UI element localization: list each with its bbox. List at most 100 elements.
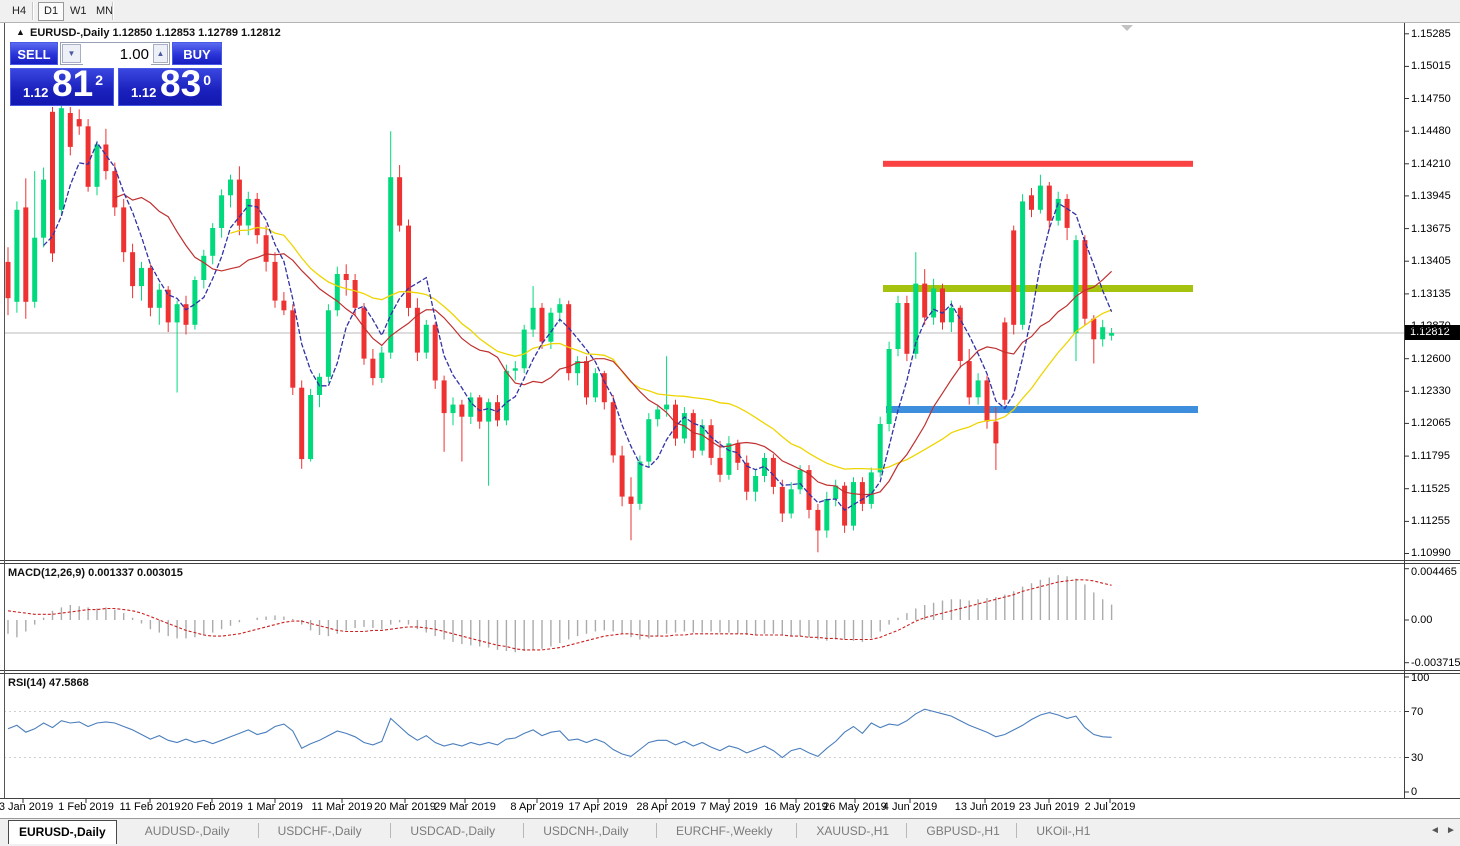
time-axis-label: 7 May 2019 (700, 801, 758, 813)
rsi-axis-label: 100 (1411, 672, 1430, 684)
price-axis-label: 1.12065 (1411, 417, 1451, 430)
time-axis-label: 28 Apr 2019 (636, 801, 696, 813)
price-axis-label: 1.14480 (1411, 125, 1451, 138)
trade-panel-collapse-icon[interactable]: ▲ (16, 27, 25, 37)
tab-scroll-right-icon[interactable]: ► (1446, 825, 1456, 836)
tab-usdcnh-daily[interactable]: USDCNH-,Daily (543, 824, 629, 838)
tab-scroll-left-icon[interactable]: ◄ (1430, 825, 1440, 836)
buy-price-button[interactable]: 1.12 83 0 (118, 63, 222, 106)
price-axis-label: 1.13405 (1411, 255, 1451, 268)
candles (5, 104, 1115, 553)
rsi-axis-label: 30 (1411, 751, 1424, 764)
buy-button[interactable]: BUY (172, 42, 222, 65)
price-axis-label: 1.15285 (1411, 27, 1451, 40)
tab-usdcad-daily[interactable]: USDCAD-,Daily (410, 824, 496, 838)
tab-separator (906, 823, 908, 838)
time-axis-label: 11 Feb 2019 (119, 801, 181, 813)
macd-axis-label: -0.003715 (1411, 656, 1460, 669)
buy-price-prefix: 1.12 (131, 85, 157, 100)
tab-usdchf-daily[interactable]: USDCHF-,Daily (277, 824, 362, 838)
tab-separator (656, 823, 657, 838)
resistance-ray (883, 160, 1193, 167)
time-axis-label: 13 Jun 2019 (954, 801, 1016, 813)
tab-separator (257, 823, 259, 838)
scroll-to-end-icon (1121, 25, 1133, 31)
tab-eurchf-weekly[interactable]: EURCHF-,Weekly (676, 824, 773, 838)
volume-stepper: ▼ ▲ (60, 42, 170, 65)
time-axis-label: 1 Mar 2019 (247, 801, 303, 813)
timeframe-button-w1[interactable]: W1 (70, 5, 87, 17)
timeframe-button-mn[interactable]: MN (96, 5, 114, 17)
tab-separator (523, 823, 525, 838)
ma-fast-line (43, 141, 1113, 511)
time-axis-label: 29 Mar 2019 (434, 801, 496, 813)
price-axis-label: 1.14750 (1411, 92, 1451, 105)
tab-separator (390, 823, 392, 838)
price-axis-label: 1.10990 (1411, 547, 1451, 560)
ma-slow-line (230, 226, 1112, 470)
macd-axis-label: 0.00 (1411, 614, 1433, 626)
volume-decrease-icon[interactable]: ▼ (62, 44, 81, 63)
time-axis-label: 16 May 2019 (764, 801, 828, 813)
tab-audusd-daily[interactable]: AUDUSD-,Daily (144, 824, 230, 838)
sell-price-big: 81 (52, 63, 94, 104)
tab-gbpusd-h1[interactable]: GBPUSD-,H1 (926, 824, 1000, 838)
time-axis-label: 4 Jun 2019 (882, 801, 938, 813)
toolbar-group-separator (112, 2, 114, 20)
price-axis-label: 1.11255 (1411, 515, 1450, 528)
rsi-indicator-label: RSI(14) 47.5868 (8, 677, 89, 689)
time-axis-label: 26 May 2019 (823, 801, 887, 813)
price-axis-label: 1.12600 (1411, 352, 1451, 365)
time-axis-label: 20 Mar 2019 (374, 801, 436, 813)
price-axis-label: 1.15015 (1411, 60, 1451, 73)
rsi-axis-label: 0 (1411, 786, 1418, 798)
ma-mid-line (114, 193, 1113, 496)
current-price-tag: 1.12812 (1405, 325, 1460, 340)
sell-price-button[interactable]: 1.12 81 2 (10, 63, 114, 106)
time-axis-label: 11 Mar 2019 (311, 801, 373, 813)
time-axis-label: 23 Jan 2019 (0, 801, 54, 813)
buy-price-pip: 0 (203, 72, 211, 88)
macd-axis-label: 0.004465 (1411, 566, 1457, 578)
tab-xauusd-h1[interactable]: XAUUSD-,H1 (816, 824, 890, 838)
chart-ohlc-values: 1.12850 1.12853 1.12789 1.12812 (112, 27, 281, 39)
sell-button[interactable]: SELL (10, 42, 58, 65)
rsi-axis-label: 70 (1411, 705, 1424, 718)
toolbar-separator (32, 2, 34, 20)
time-axis-label: 2 Jul 2019 (1084, 801, 1136, 813)
price-axis-label: 1.13135 (1411, 287, 1451, 300)
price-axis-label: 1.12330 (1411, 385, 1451, 398)
timeframe-button-h4[interactable]: H4 (12, 5, 27, 17)
time-axis-label: 23 Jun 2019 (1018, 801, 1080, 813)
timeframe-button-d1[interactable]: D1 (38, 2, 65, 21)
chart-tab-bar: ◄ ► EURUSD-,Daily AUDUSD-,Daily USDCHF-,Da… (0, 818, 1460, 846)
chart-symbol-label: EURUSD-,Daily (30, 27, 110, 39)
price-axis-label: 1.11525 (1411, 482, 1450, 495)
time-axis-label: 8 Apr 2019 (510, 801, 564, 813)
rsi-line (7, 708, 1112, 759)
tab-ukoil-h1[interactable]: UKOil-,H1 (1036, 824, 1091, 838)
one-click-trading-panel: SELL ▼ ▲ BUY 1.12 81 2 1.12 83 0 (8, 42, 224, 106)
timeframe-toolbar: H4 D1 W1 MN (0, 0, 1460, 23)
sell-price-prefix: 1.12 (23, 85, 49, 100)
macd-signal-line (7, 579, 1112, 651)
price-axis-label: 1.13945 (1411, 189, 1451, 202)
sell-price-pip: 2 (95, 72, 103, 88)
macd-indicator-label: MACD(12,26,9) 0.001337 0.003015 (8, 567, 183, 579)
chart-title: EURUSD-,Daily 1.12850 1.12853 1.12789 1.… (30, 27, 281, 39)
volume-increase-icon[interactable]: ▲ (153, 44, 168, 63)
price-axis-label: 1.12870 (1411, 319, 1451, 332)
support-ray (886, 406, 1198, 413)
time-axis-label: 17 Apr 2019 (568, 801, 628, 813)
price-axis-label: 1.14210 (1411, 157, 1451, 170)
price-axis-label: 1.13675 (1411, 222, 1451, 235)
tab-separator (1016, 823, 1018, 838)
time-axis-label: 1 Feb 2019 (58, 801, 114, 813)
tab-separator (796, 823, 798, 838)
pivot-ray (883, 285, 1193, 292)
time-axis-label: 20 Feb 2019 (181, 801, 243, 813)
buy-price-big: 83 (160, 63, 202, 104)
volume-input[interactable] (83, 44, 151, 65)
tab-eurusd-daily[interactable]: EURUSD-,Daily (8, 820, 117, 844)
